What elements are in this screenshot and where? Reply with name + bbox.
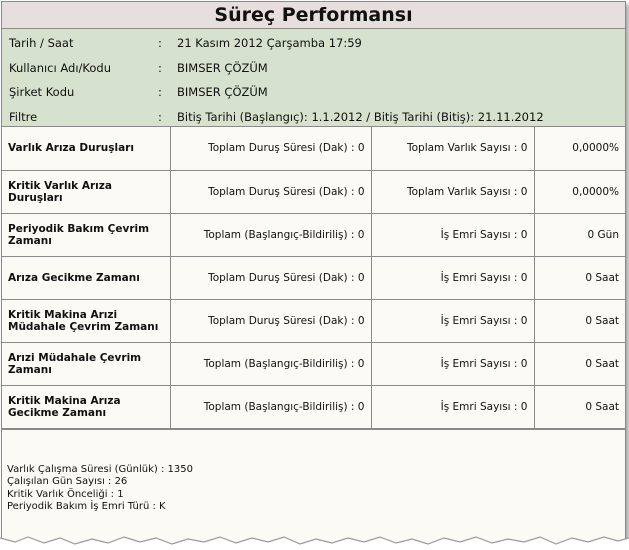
info-label: Filtre (9, 109, 38, 124)
metric-result: 0,0000% (533, 169, 625, 214)
table-row: Periyodik Bakım Çevrim Zamanı Toplam (Ba… (2, 212, 625, 257)
metric-name: Periyodik Bakım Çevrim Zamanı (2, 212, 171, 257)
report-footer: Varlık Çalışma Süresi (Günlük) : 1350 Ça… (2, 428, 625, 514)
info-row-user: Kullanıcı Adı/Kodu : BIMSER ÇÖZÜM (2, 56, 625, 81)
metric-total: Toplam (Başlangıç-Bildiriliş) : 0 (169, 384, 372, 429)
metric-total: Toplam (Başlangıç-Bildiriliş) : 0 (169, 341, 372, 386)
metric-count: İş Emri Sayısı : 0 (370, 341, 535, 386)
metric-result: 0,0000% (533, 127, 625, 171)
metric-total: Toplam Duruş Süresi (Dak) : 0 (169, 127, 372, 171)
metric-result: 0 Saat (533, 341, 625, 386)
metric-count: Toplam Varlık Sayısı : 0 (370, 127, 535, 171)
table-row: Arızi Müdahale Çevrim Zamanı Toplam (Baş… (2, 341, 625, 386)
info-value: Bitiş Tarihi (Başlangıç): 1.1.2012 / Bit… (177, 109, 544, 124)
metric-name: Arızi Müdahale Çevrim Zamanı (2, 341, 171, 386)
footer-line-critical-priority: Kritik Varlık Önceliği : 1 (7, 488, 124, 500)
metric-name: Kritik Varlık Arıza Duruşları (2, 169, 171, 214)
torn-paper-edge (0, 536, 629, 550)
metric-total: Toplam Duruş Süresi (Dak) : 0 (169, 169, 372, 214)
metric-total: Toplam (Başlangıç-Bildiriliş) : 0 (169, 212, 372, 257)
metric-total: Toplam Duruş Süresi (Dak) : 0 (169, 298, 372, 343)
info-colon: : (158, 36, 162, 50)
metric-count: İş Emri Sayısı : 0 (370, 298, 535, 343)
metric-count: Toplam Varlık Sayısı : 0 (370, 169, 535, 214)
footer-line-working-days: Çalışılan Gün Sayısı : 26 (7, 476, 128, 487)
metric-result: 0 Saat (533, 255, 625, 300)
metric-name: Kritik Makina Arıza Gecikme Zamanı (2, 384, 171, 429)
footer-line-work-order-type: Periyodik Bakım İş Emri Türü : K (7, 501, 166, 512)
metric-count: İş Emri Sayısı : 0 (370, 384, 535, 429)
info-label: Kullanıcı Adı/Kodu (9, 60, 111, 75)
table-row: Kritik Makina Arıza Gecikme Zamanı Topla… (2, 384, 625, 429)
report-title: Süreç Performansı (2, 2, 625, 29)
metric-name: Kritik Makina Arızi Müdahale Çevrim Zama… (2, 298, 171, 343)
metric-count: İş Emri Sayısı : 0 (370, 255, 535, 300)
info-value: BIMSER ÇÖZÜM (177, 60, 268, 75)
metric-result: 0 Saat (533, 384, 625, 429)
metric-total: Toplam Duruş Süresi (Dak) : 0 (169, 255, 372, 300)
metric-result: 0 Gün (533, 212, 625, 257)
metric-result: 0 Saat (533, 298, 625, 343)
metric-name: Varlık Arıza Duruşları (2, 127, 171, 171)
info-row-company: Şirket Kodu : BIMSER ÇÖZÜM (2, 80, 625, 105)
table-row: Kritik Varlık Arıza Duruşları Toplam Dur… (2, 169, 625, 214)
info-label: Tarih / Saat (9, 36, 74, 50)
info-colon: : (158, 60, 162, 75)
info-value: BIMSER ÇÖZÜM (177, 85, 268, 99)
info-colon: : (158, 109, 162, 124)
info-colon: : (158, 85, 162, 99)
info-value: 21 Kasım 2012 Çarşamba 17:59 (177, 36, 362, 50)
info-row-filter: Filtre : Bitiş Tarihi (Başlangıç): 1.1.2… (2, 105, 625, 130)
info-row-date: Tarih / Saat : 21 Kasım 2012 Çarşamba 17… (2, 31, 625, 56)
table-row: Kritik Makina Arızi Müdahale Çevrim Zama… (2, 298, 625, 343)
info-label: Şirket Kodu (9, 85, 75, 99)
metric-count: İş Emri Sayısı : 0 (370, 212, 535, 257)
metrics-table: Varlık Arıza Duruşları Toplam Duruş Süre… (2, 127, 625, 429)
metric-name: Arıza Gecikme Zamanı (2, 255, 171, 300)
table-row: Arıza Gecikme Zamanı Toplam Duruş Süresi… (2, 255, 625, 300)
table-row: Varlık Arıza Duruşları Toplam Duruş Süre… (2, 127, 625, 171)
footer-line-working-time: Varlık Çalışma Süresi (Günlük) : 1350 (7, 463, 193, 475)
report-info-panel: Tarih / Saat : 21 Kasım 2012 Çarşamba 17… (2, 29, 625, 127)
